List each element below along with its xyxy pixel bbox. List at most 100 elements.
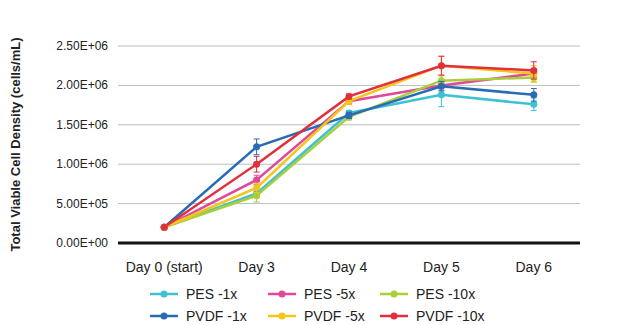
legend-marker [391, 313, 398, 320]
legend-item: PES -10x [380, 286, 475, 302]
x-tick-label: Day 3 [238, 259, 275, 275]
legend-label: PVDF -5x [304, 308, 365, 324]
grid-line [118, 203, 580, 204]
point [438, 62, 445, 69]
grid-line [118, 164, 580, 165]
legend-label: PES -10x [416, 286, 475, 302]
point [530, 67, 537, 74]
series [161, 69, 538, 231]
legend-label: PES -1x [186, 286, 237, 302]
error-cap [254, 172, 260, 173]
y-tick-label: 0.00E+00 [56, 236, 108, 250]
series-line [164, 66, 534, 228]
grid-line [118, 124, 580, 125]
error-bar [254, 139, 260, 155]
y-axis-line [118, 46, 119, 243]
error-cap [531, 88, 537, 89]
error-bar [346, 112, 352, 118]
x-tick-label: Day 0 (start) [126, 259, 203, 275]
error-cap [531, 101, 537, 102]
legend-item: PES -5x [268, 286, 355, 302]
error-cap [254, 183, 260, 184]
error-bar [438, 81, 444, 90]
series [161, 56, 538, 230]
error-cap [254, 175, 260, 176]
point [438, 91, 445, 98]
point [161, 224, 168, 231]
x-tick-label: Day 6 [516, 259, 553, 275]
grid-line [118, 85, 580, 86]
legend: PES -1x PES -5x PES -10x PVDF -1x PVDF -5x PV… [150, 286, 484, 324]
point [346, 93, 353, 100]
error-cap [531, 110, 537, 111]
legend-marker [391, 291, 398, 298]
legend-item: PES -1x [150, 286, 237, 302]
error-cap [531, 82, 537, 83]
error-cap [438, 90, 444, 91]
error-cap [438, 75, 444, 76]
point [530, 101, 537, 108]
legend-label: PES -5x [304, 286, 355, 302]
error-cap [531, 81, 537, 82]
legend-label: PVDF -10x [416, 308, 484, 324]
grid-line [118, 46, 580, 47]
y-axis-label: Total Viable Cell Density (cells/mL) [8, 37, 23, 251]
error-cap [254, 154, 260, 155]
error-cap [254, 156, 260, 157]
error-cap [438, 56, 444, 57]
point [253, 161, 260, 168]
error-bar [254, 156, 260, 172]
point [161, 224, 168, 231]
point [438, 62, 445, 69]
legend-item: PVDF -10x [380, 308, 484, 324]
point [438, 83, 445, 90]
point [346, 112, 353, 119]
error-bar [438, 83, 444, 107]
error-cap [438, 106, 444, 107]
legend-marker [279, 313, 286, 320]
chart: 0.00E+00 5.00E+05 1.00E+06 1.50E+06 2.00E+06… [0, 0, 620, 325]
error-cap [438, 75, 444, 76]
point [530, 91, 537, 98]
error-bar [531, 89, 537, 102]
point [161, 224, 168, 231]
x-axis-line [118, 242, 580, 245]
plot-area [161, 56, 538, 230]
error-bar [438, 56, 444, 75]
y-tick-label: 2.00E+06 [56, 78, 108, 92]
error-bar [531, 62, 537, 79]
series-line [164, 66, 534, 228]
point [161, 224, 168, 231]
point [253, 184, 260, 191]
error-cap [254, 202, 260, 203]
error-cap [438, 81, 444, 82]
point [253, 143, 260, 150]
error-cap [531, 79, 537, 80]
error-bar [531, 66, 537, 82]
y-tick-label: 1.00E+06 [56, 157, 108, 171]
point [161, 224, 168, 231]
point [253, 192, 260, 199]
series [161, 73, 538, 231]
series-line [164, 86, 534, 227]
error-cap [438, 56, 444, 57]
legend-label: PVDF -1x [186, 308, 247, 324]
y-tick-label: 5.00E+05 [56, 197, 108, 211]
x-tick-label: Day 4 [331, 259, 368, 275]
legend-marker [161, 291, 168, 298]
legend-marker [161, 313, 168, 320]
error-cap [254, 138, 260, 139]
legend-item: PVDF -5x [268, 308, 365, 324]
point [161, 224, 168, 231]
series [161, 81, 538, 230]
x-tick-label: Day 5 [423, 259, 460, 275]
series [161, 56, 538, 230]
legend-marker [279, 291, 286, 298]
y-tick-label: 1.50E+06 [56, 118, 108, 132]
error-cap [254, 192, 260, 193]
point [253, 176, 260, 183]
error-cap [438, 75, 444, 76]
y-tick-label: 2.50E+06 [56, 39, 108, 53]
error-cap [531, 61, 537, 62]
error-bar [438, 56, 444, 75]
